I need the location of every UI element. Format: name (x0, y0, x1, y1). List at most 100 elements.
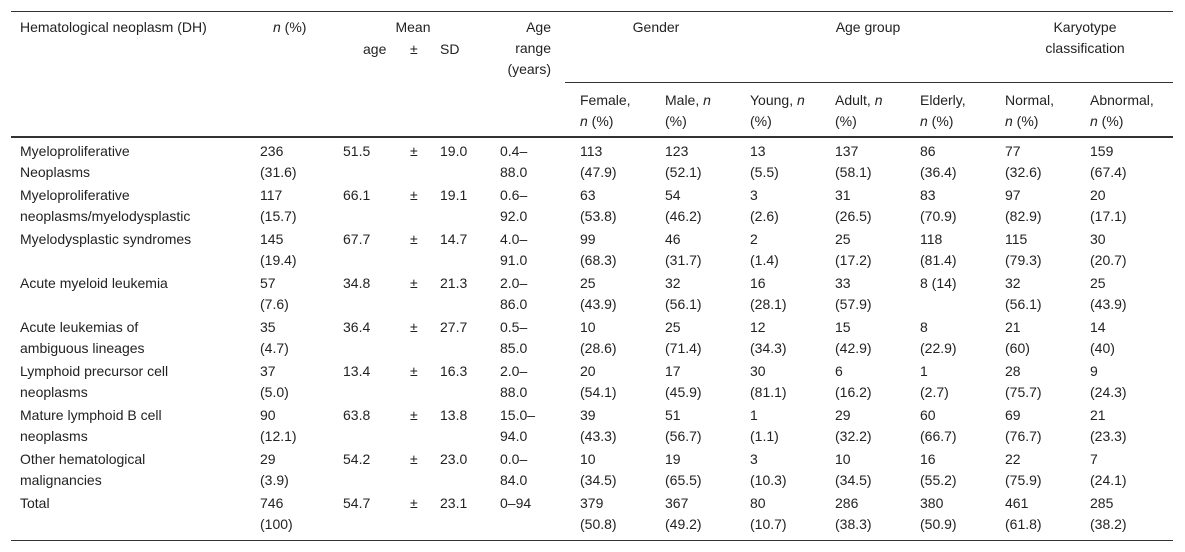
text-line: ± (410, 143, 418, 159)
text-line: ± (410, 407, 418, 423)
text-line: 2 (750, 231, 758, 247)
text-line: (5.0) (260, 384, 289, 400)
cell-value: 1 (1.1) (750, 405, 779, 447)
text-line: (16.2) (835, 384, 872, 400)
text: (years) (507, 61, 551, 77)
text-line: Lymphoid precursor cell (20, 363, 169, 379)
text-line: 30 (750, 363, 766, 379)
cell-n: 117 (15.7) (260, 185, 297, 227)
cell-value: 25 (17.2) (835, 229, 872, 271)
text: classification (1045, 40, 1125, 56)
cell-pm: ± (410, 405, 418, 426)
text-line: 461 (1005, 495, 1029, 511)
text-line: Myelodysplastic syndromes (20, 231, 192, 247)
text-line: 0–94 (500, 495, 532, 511)
row-name: Lymphoid precursor cell neoplasms (20, 361, 168, 403)
cell-n: 90 (12.1) (260, 405, 297, 447)
text-line: (75.9) (1005, 472, 1042, 488)
cell-pm: ± (410, 361, 418, 382)
cell-mean: 67.7 (343, 229, 370, 250)
text-line: 10 (580, 319, 596, 335)
text-line: 14.7 (440, 231, 468, 247)
text-line: Mature lymphoid B cell (20, 407, 162, 423)
text-line: 17 (665, 363, 681, 379)
text-line: Myeloproliferative (20, 187, 130, 203)
cell-value: 286 (38.3) (835, 493, 872, 535)
text: Gender (632, 19, 680, 35)
cell-value: 29 (32.2) (835, 405, 872, 447)
text-line: 51.5 (343, 143, 371, 159)
rule-groups (565, 82, 1173, 83)
text-line: 746 (260, 495, 284, 511)
text-line: (43.3) (580, 428, 617, 444)
italic-text: n (273, 19, 281, 35)
text: ± (410, 41, 418, 57)
cell-value: 3 (2.6) (750, 185, 779, 227)
text-line: 236 (260, 143, 284, 159)
cell-value: 159 (67.4) (1090, 141, 1127, 183)
cell-value: 10 (34.5) (835, 449, 872, 491)
text-line: 25 (835, 231, 851, 247)
text-line: Adult, n (835, 90, 883, 111)
subheader: Young, n (%) (750, 90, 805, 132)
text-line: (24.3) (1090, 384, 1127, 400)
text-line: 20 (580, 363, 596, 379)
text-line: 367 (665, 495, 689, 511)
text: (%) (1012, 113, 1039, 129)
text-line: (71.4) (665, 340, 702, 356)
cell-range: 0.5– 85.0 (500, 317, 527, 359)
text-line: 28 (1005, 363, 1021, 379)
text-line: Karyotype (1005, 17, 1165, 38)
text-line: neoplasms (20, 428, 88, 444)
text-line: (82.9) (1005, 208, 1042, 224)
text: (%) (587, 113, 614, 129)
cell-value: 17 (45.9) (665, 361, 702, 403)
text-line: 36.4 (343, 319, 371, 335)
cell-pm: ± (410, 185, 418, 206)
text-line: (23.3) (1090, 428, 1127, 444)
cell-value: 8 (22.9) (920, 317, 957, 359)
text-line: 8 (14) (920, 275, 957, 291)
text-line: (36.4) (920, 164, 957, 180)
cell-n: 145 (19.4) (260, 229, 297, 271)
text-line: 20 (1090, 187, 1106, 203)
italic-text: n (874, 92, 883, 108)
text-line: (100) (260, 516, 293, 532)
text-line: (32.2) (835, 428, 872, 444)
text: Age (526, 19, 551, 35)
text-line: age (363, 39, 386, 60)
text-line: 380 (920, 495, 944, 511)
header-mean: Mean (373, 17, 453, 38)
text-line: 86 (920, 143, 936, 159)
cell-range: 2.0– 86.0 (500, 273, 527, 315)
text-line: (2.6) (750, 208, 779, 224)
subheader: Abnormal, n (%) (1090, 90, 1154, 132)
text-line: 0.4– (500, 143, 528, 159)
italic-text: n (920, 113, 928, 129)
cell-value: 46 (31.7) (665, 229, 702, 271)
text-line: 88.0 (500, 164, 528, 180)
text-line: (53.8) (580, 208, 617, 224)
text-line: (32.6) (1005, 164, 1042, 180)
text-line: 32 (665, 275, 681, 291)
cell-value: 1 (2.7) (920, 361, 949, 403)
cell-range: 0–94 (500, 493, 531, 514)
cell-value: 15 (42.9) (835, 317, 872, 359)
header-age: age (363, 39, 386, 60)
cell-range: 0.6– 92.0 (500, 185, 527, 227)
cell-sd: 14.7 (440, 229, 467, 250)
text-line: 54.7 (343, 495, 371, 511)
text-line: 35 (260, 319, 276, 335)
italic-text: n (1005, 113, 1013, 129)
row-name: Other hematological malignancies (20, 449, 145, 491)
text-line: (34.3) (750, 340, 787, 356)
text-line: (58.1) (835, 164, 872, 180)
cell-value: 39 (43.3) (580, 405, 617, 447)
italic-text: n (580, 113, 588, 129)
text-line: 25 (665, 319, 681, 335)
cell-sd: 27.7 (440, 317, 467, 338)
cell-value: 22 (75.9) (1005, 449, 1042, 491)
text-line: ± (410, 451, 418, 467)
cell-sd: 13.8 (440, 405, 467, 426)
text-line: (%) (750, 111, 805, 132)
